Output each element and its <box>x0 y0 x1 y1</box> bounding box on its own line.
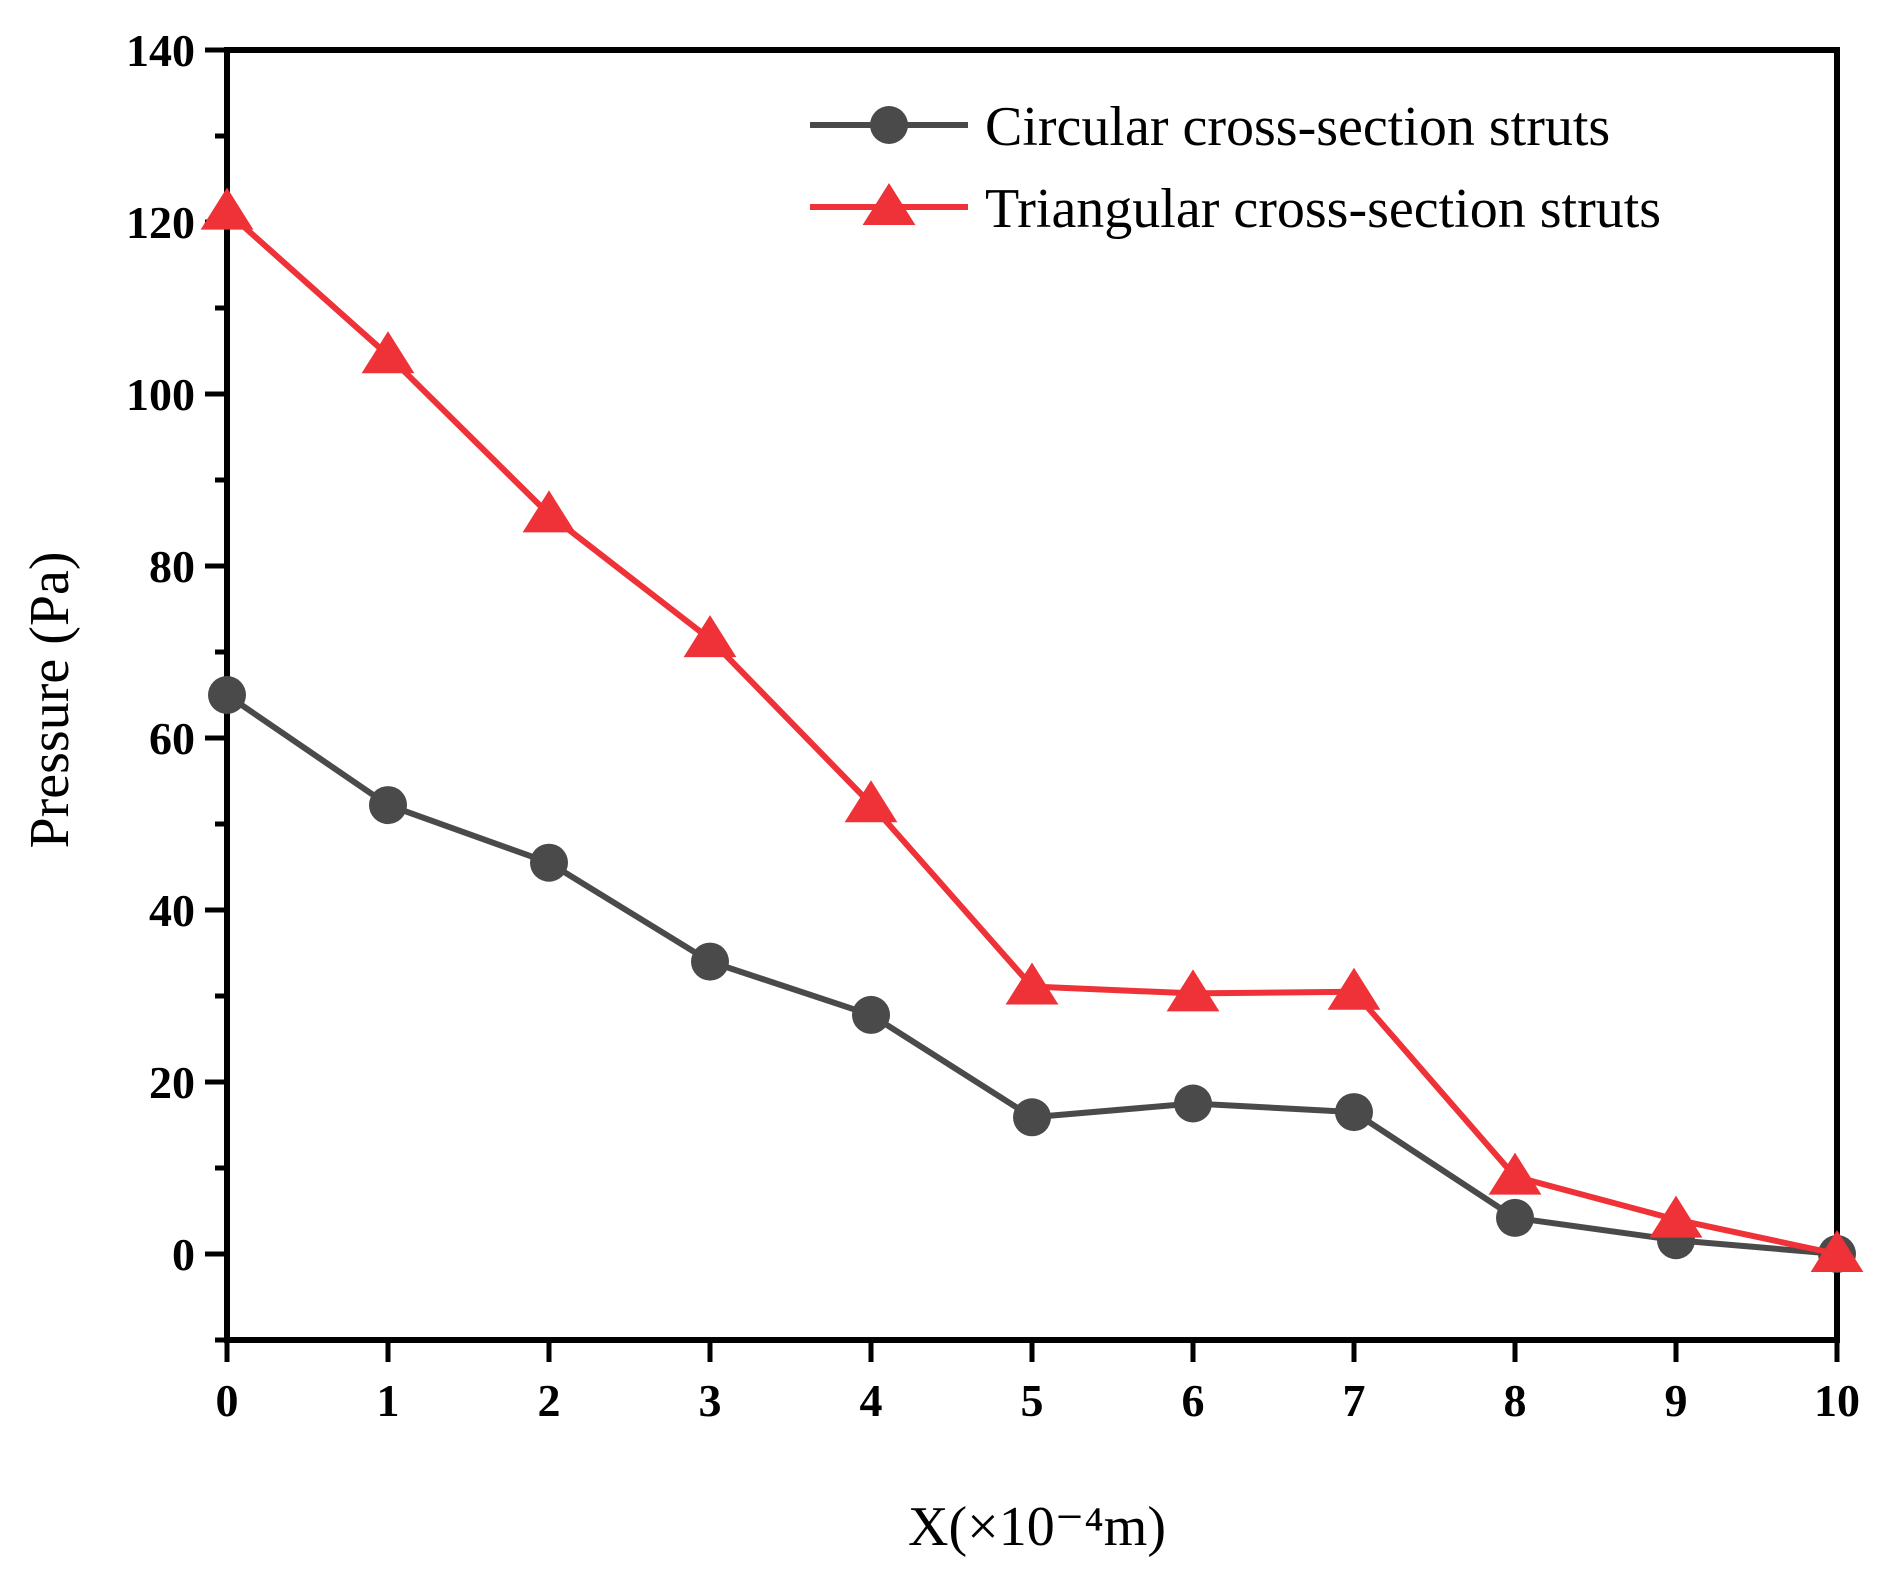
legend-label: Circular cross-section struts <box>985 96 1610 158</box>
y-tick-label: 60 <box>149 713 195 764</box>
data-point <box>1327 967 1381 1010</box>
data-point <box>691 942 729 981</box>
series-circular <box>208 676 1856 1273</box>
data-point <box>530 843 568 882</box>
x-tick-label: 0 <box>216 1375 239 1426</box>
data-point <box>1649 1195 1703 1238</box>
data-point <box>1166 969 1220 1012</box>
data-point <box>1496 1198 1534 1237</box>
x-axis-title: X(×10⁻⁴m) <box>908 1496 1166 1558</box>
data-point <box>200 187 254 230</box>
x-tick-label: 4 <box>860 1375 883 1426</box>
data-point <box>1174 1084 1212 1123</box>
y-axis-title: Pressure (Pa) <box>19 551 81 848</box>
legend-entry: Circular cross-section struts <box>810 96 1610 158</box>
x-tick-label: 3 <box>699 1375 722 1426</box>
legend-marker <box>870 106 908 144</box>
plot-frame <box>224 47 1840 1343</box>
legend-entry: Triangular cross-section struts <box>810 178 1661 240</box>
x-tick-label: 2 <box>538 1375 561 1426</box>
y-tick-label: 20 <box>149 1057 195 1108</box>
data-point <box>361 331 415 374</box>
data-point <box>1013 1098 1051 1137</box>
y-tick-label: 80 <box>149 541 195 592</box>
data-point <box>208 676 246 714</box>
y-tick-label: 140 <box>126 25 195 76</box>
x-tick-label: 10 <box>1814 1375 1860 1426</box>
data-point <box>852 995 890 1034</box>
x-axis: 0 1 2 3 4 5 6 7 8 9 10 <box>216 1340 1860 1426</box>
data-point <box>683 615 737 658</box>
legend-label: Triangular cross-section struts <box>985 178 1661 240</box>
series-line <box>225 209 1838 1257</box>
y-tick-label: 40 <box>149 885 195 936</box>
data-point <box>1488 1152 1542 1195</box>
data-point <box>1810 1230 1864 1272</box>
data-point <box>522 490 576 533</box>
series-layer <box>200 187 1864 1273</box>
data-point <box>369 786 407 825</box>
y-tick-label: 100 <box>126 369 195 420</box>
x-tick-label: 9 <box>1665 1375 1688 1426</box>
data-point <box>844 780 898 823</box>
legend: Circular cross-section struts Triangular … <box>810 96 1661 240</box>
data-point <box>1005 962 1059 1005</box>
x-tick-label: 6 <box>1182 1375 1205 1426</box>
x-tick-label: 7 <box>1343 1375 1366 1426</box>
x-tick-label: 1 <box>377 1375 400 1426</box>
x-tick-label: 5 <box>1021 1375 1044 1426</box>
series-triangular <box>200 187 1864 1272</box>
y-tick-label: 0 <box>172 1229 195 1280</box>
y-tick-label: 120 <box>126 197 195 248</box>
legend-marker <box>862 183 916 225</box>
plot-border <box>224 47 1840 1343</box>
x-tick-label: 8 <box>1504 1375 1527 1426</box>
data-point <box>1335 1093 1373 1132</box>
